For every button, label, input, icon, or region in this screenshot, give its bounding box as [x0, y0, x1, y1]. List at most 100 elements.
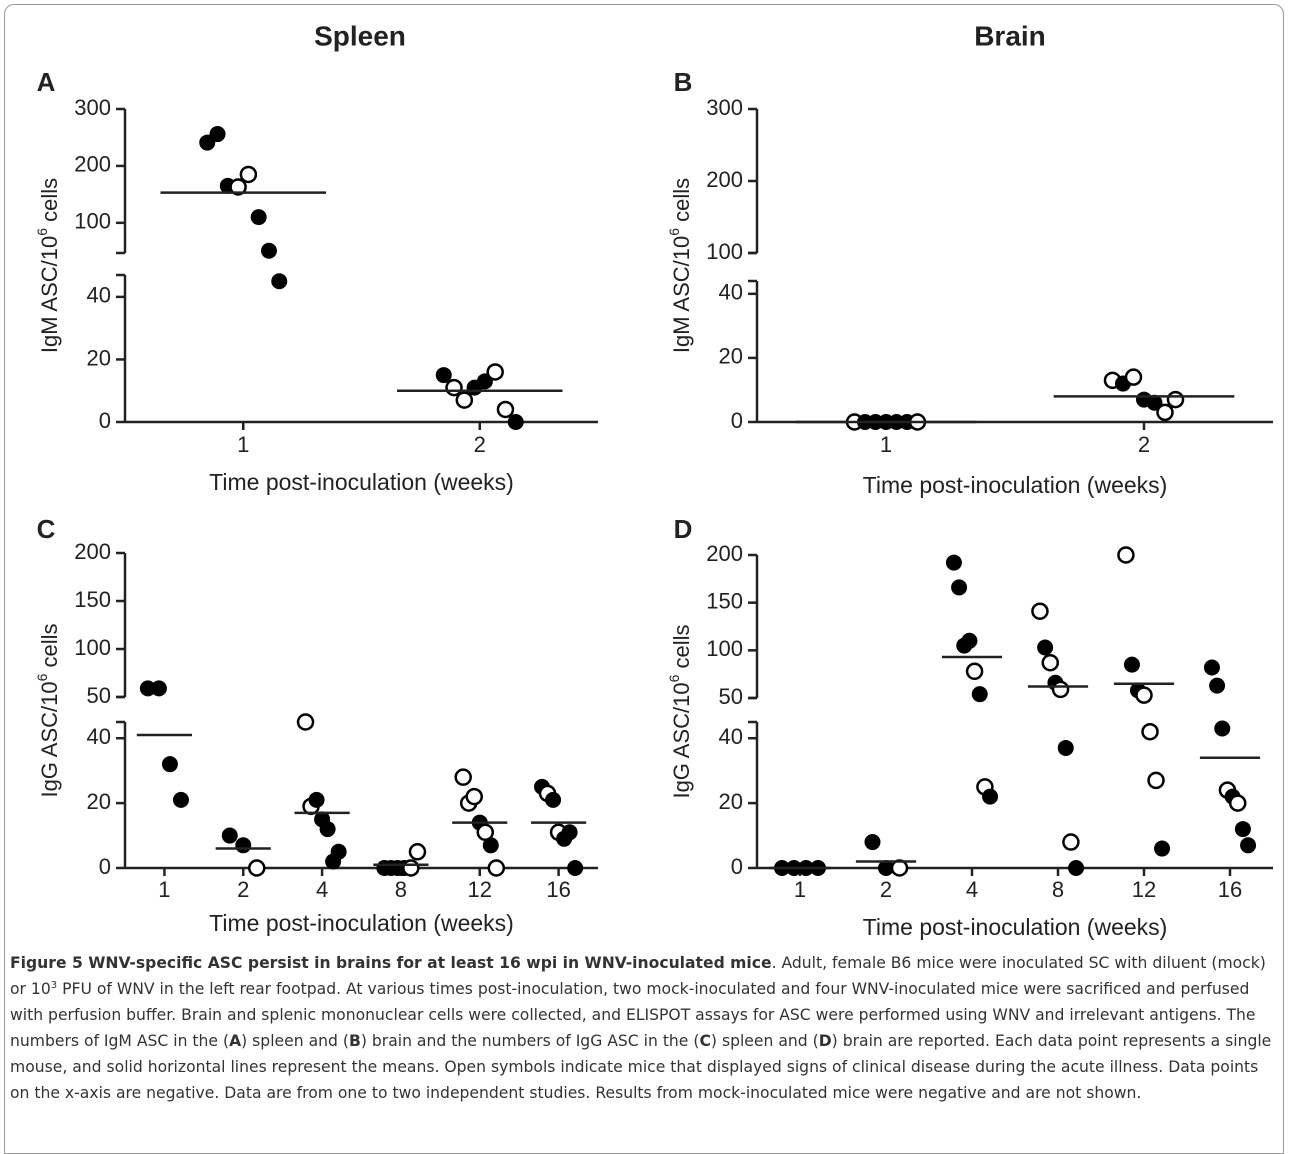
- open-point: [1166, 390, 1185, 409]
- caption-run: ) spleen and (: [241, 1032, 349, 1050]
- open-point: [296, 713, 315, 731]
- y-tick-label: 50: [87, 683, 111, 708]
- filled-point: [1240, 837, 1257, 854]
- filled-point: [561, 824, 578, 841]
- filled-point: [250, 209, 267, 226]
- y-axis-label: IgM ASC/106 cells: [666, 178, 694, 353]
- open-point: [402, 859, 420, 877]
- y-axis-label: IgM ASC/106 cells: [34, 178, 62, 353]
- filled-point: [1037, 639, 1054, 656]
- y-tick-label: 100: [74, 635, 111, 660]
- open-point: [408, 843, 427, 861]
- filled-point: [235, 837, 252, 854]
- open-point: [1031, 602, 1049, 620]
- caption-run: ) brain and the numbers of IgG ASC in th…: [360, 1032, 700, 1050]
- open-point: [487, 859, 506, 877]
- filled-point: [150, 680, 167, 697]
- y-axis-label-part: IgG ASC/10: [669, 682, 694, 798]
- filled-point: [567, 860, 584, 876]
- panel: Spleen A 0 20 40 100 200 300 1 2 Time post-inocula…: [34, 20, 598, 495]
- y-axis-label-part: cells: [37, 178, 62, 228]
- open-point: [1147, 771, 1165, 790]
- panel: Brain B 0 20 40 100 200 300 1 2 Time post-inoculat…: [666, 20, 1273, 498]
- open-point: [1117, 546, 1135, 564]
- x-tick-label: 8: [395, 877, 407, 902]
- y-tick-label: 150: [74, 587, 111, 612]
- filled-point: [319, 821, 336, 838]
- x-tick-label: 12: [1132, 877, 1156, 902]
- x-tick-label: 2: [880, 877, 892, 902]
- column-title: Brain: [974, 20, 1046, 51]
- filled-point: [507, 414, 524, 430]
- open-point: [445, 378, 463, 397]
- x-tick-label: 16: [1218, 877, 1242, 902]
- filled-point: [971, 686, 988, 703]
- filled-point: [330, 843, 347, 860]
- y-tick-label: 20: [87, 345, 111, 370]
- open-point: [1041, 653, 1060, 672]
- open-point: [1062, 833, 1080, 851]
- open-point: [965, 662, 984, 681]
- filled-point: [260, 242, 277, 259]
- filled-point: [139, 680, 156, 697]
- filled-point: [308, 791, 325, 808]
- caption-run: B: [348, 1032, 361, 1050]
- open-point: [486, 363, 504, 381]
- open-point: [239, 165, 258, 184]
- y-tick-label: 20: [719, 789, 743, 814]
- x-tick-label: 4: [966, 877, 978, 902]
- y-tick-label: 0: [99, 408, 111, 433]
- y-tick-label: 200: [706, 167, 743, 192]
- x-axis-label: Time post-inoculation (weeks): [863, 472, 1168, 498]
- panel-label: A: [37, 67, 56, 97]
- open-point: [1156, 403, 1174, 422]
- filled-point: [209, 126, 226, 143]
- x-tick-label: 1: [794, 877, 806, 902]
- panel-label: D: [674, 514, 693, 544]
- filled-point: [482, 837, 499, 854]
- filled-point: [982, 788, 999, 805]
- y-tick-label: 300: [706, 95, 743, 120]
- filled-point: [1154, 840, 1171, 857]
- open-point: [1051, 680, 1070, 699]
- y-tick-label: 40: [719, 724, 743, 749]
- x-tick-label: 1: [237, 432, 249, 457]
- y-tick-label: 0: [731, 408, 743, 433]
- filled-point: [961, 632, 978, 649]
- open-point: [1228, 794, 1247, 812]
- y-axis-label-part: cells: [669, 624, 694, 674]
- y-tick-label: 20: [719, 344, 743, 369]
- filled-point: [1209, 677, 1226, 694]
- x-tick-label: 1: [880, 432, 892, 457]
- y-axis-label-part: 6: [666, 674, 682, 682]
- filled-point: [221, 827, 238, 844]
- y-tick-label: 300: [74, 95, 111, 120]
- panel-label: C: [37, 514, 56, 544]
- x-tick-label: 1: [158, 877, 170, 902]
- y-tick-label: 50: [719, 684, 743, 709]
- filled-point: [1068, 860, 1085, 876]
- filled-point: [951, 579, 968, 596]
- y-axis-label: IgG ASC/106 cells: [666, 624, 694, 798]
- open-point: [248, 859, 266, 877]
- open-point: [1141, 722, 1159, 741]
- open-point: [454, 768, 472, 786]
- open-point: [496, 400, 515, 419]
- y-tick-label: 0: [99, 854, 111, 879]
- filled-point: [271, 273, 288, 290]
- y-tick-label: 200: [74, 152, 111, 177]
- y-tick-label: 200: [706, 541, 743, 566]
- filled-point: [161, 756, 178, 773]
- filled-point: [1234, 821, 1251, 838]
- open-point: [1135, 686, 1153, 704]
- y-tick-label: 100: [74, 209, 111, 234]
- filled-point: [1214, 720, 1231, 737]
- filled-point: [1057, 739, 1074, 756]
- y-axis-label-part: cells: [669, 178, 694, 228]
- filled-point: [945, 554, 962, 571]
- filled-point: [545, 791, 562, 808]
